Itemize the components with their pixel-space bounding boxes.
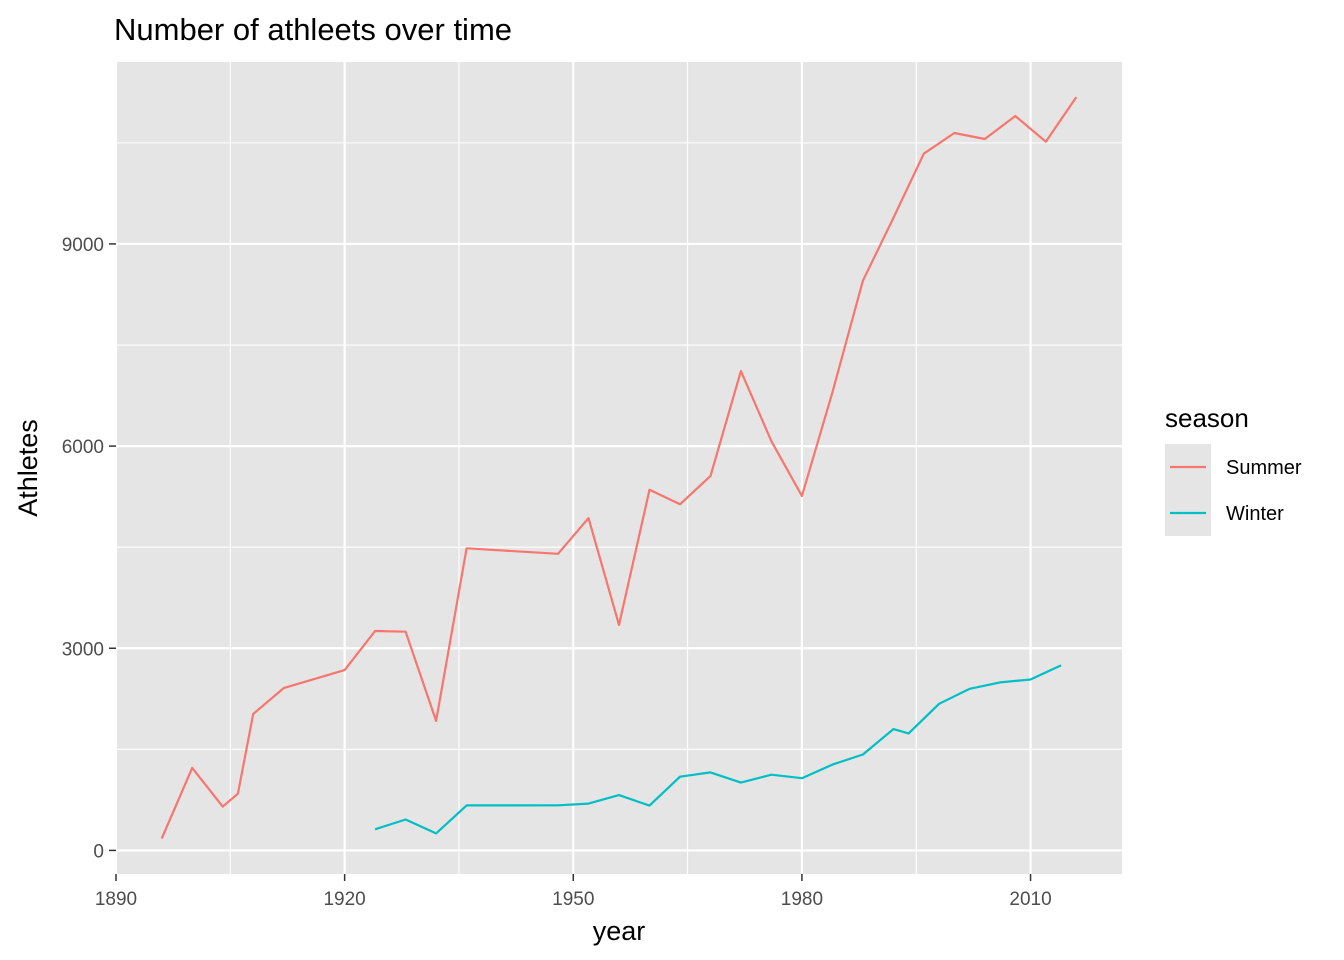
x-axis-title: year [593, 916, 646, 946]
x-tick-label: 2010 [1009, 889, 1051, 910]
legend: season Summer Winter [1165, 403, 1302, 536]
major-gridlines [114, 62, 1122, 874]
series-line-summer [160, 96, 1078, 840]
x-axis: 1890 1920 1950 1980 2010 [95, 874, 1052, 910]
y-axis-title: Athletes [13, 419, 43, 517]
chart-title: Number of athleets over time [114, 12, 512, 47]
x-tick-label: 1920 [323, 889, 365, 910]
x-tick-label: 1950 [552, 889, 594, 910]
legend-label: Summer [1226, 457, 1302, 479]
series-line-winter [374, 664, 1062, 835]
legend-title: season [1165, 403, 1249, 433]
y-tick-label: 0 [93, 841, 104, 862]
y-axis: 0 3000 6000 9000 [62, 235, 116, 862]
x-tick-label: 1890 [95, 889, 137, 910]
plot-panel [116, 62, 1122, 874]
y-tick-label: 3000 [62, 639, 104, 660]
legend-label: Winter [1226, 503, 1284, 525]
legend-entries: Summer Winter [1165, 444, 1302, 536]
y-tick-label: 9000 [62, 235, 104, 256]
series-lines [160, 96, 1078, 840]
x-tick-label: 1980 [781, 889, 823, 910]
y-tick-label: 6000 [62, 437, 104, 458]
minor-gridlines [116, 62, 1122, 874]
